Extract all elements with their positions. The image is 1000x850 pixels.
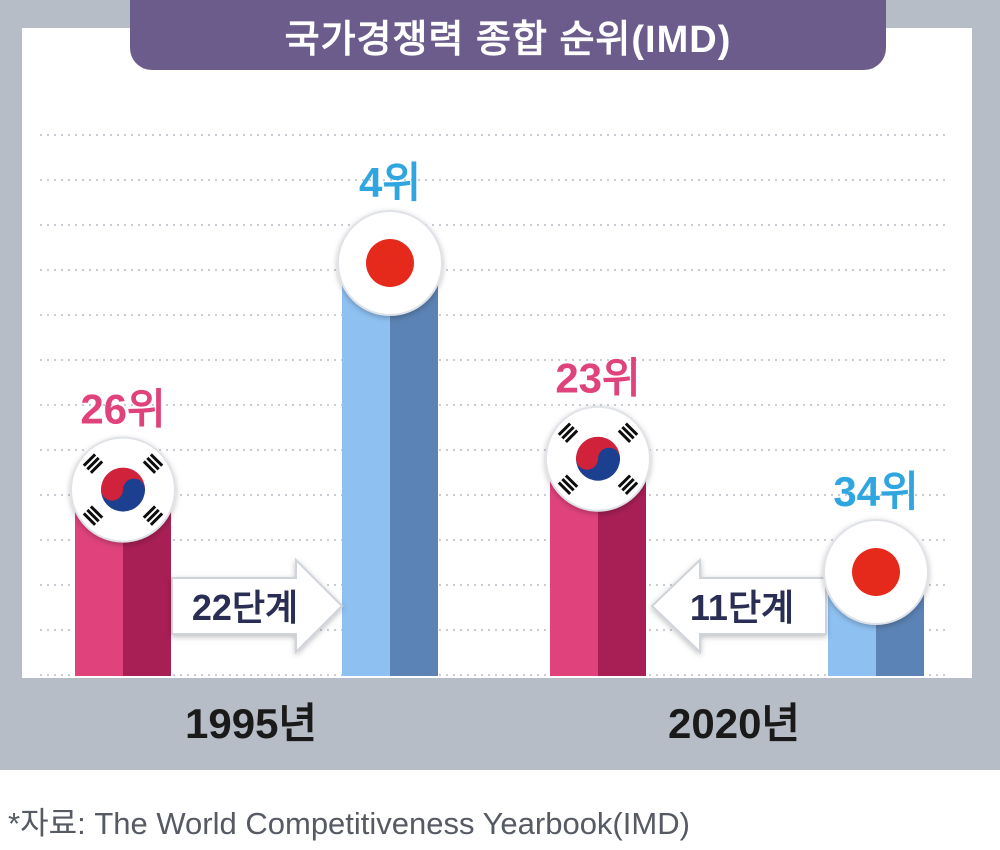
value-labels: 26위 23위 4위 34위 [80,159,918,515]
trigram-bar [82,453,97,467]
flags [70,210,929,625]
trigram-bar [564,429,579,443]
trigram-bar [146,508,160,523]
arrow-label: 22단계 [192,587,298,628]
trigram [82,505,104,526]
bar [342,268,438,676]
chart-title: 국가경쟁력 종합 순위(IMD) [130,0,886,70]
taegeuk-red-swirl [576,447,598,470]
trigram-bar [624,481,639,495]
trigram-bar [557,422,572,436]
trigram-bar [142,505,157,519]
trigram [617,474,639,495]
trigram [557,422,579,443]
change-arrows: 22단계 11단계 [171,557,827,655]
hinomaru [366,239,414,287]
taegeuk-red-swirl [101,478,123,501]
trigram-bar [146,456,160,471]
gridlines [40,134,950,676]
bar-face-light [342,268,390,676]
trigram-bar [142,460,157,474]
value-label: 4위 [359,159,421,206]
japan-flag-icon [823,519,929,625]
trigram [557,474,579,495]
trigram-bar [149,453,164,467]
trigram-bar [617,429,632,443]
korea-flag-icon [545,405,651,512]
trigram-bar [617,474,632,488]
japan-flag-icon [337,210,443,316]
value-label: 34위 [833,468,918,515]
trigram [82,453,104,474]
trigram-bar [564,474,579,488]
trigram [617,422,639,443]
arrow-shape [650,557,827,655]
x-tick-label-1995: 1995년 [185,700,318,747]
korea-flag-icon [70,436,176,543]
trigram-bar [561,477,575,492]
change-arrow: 22단계 [171,557,344,655]
trigram-bar [624,422,639,436]
bar-face-dark [390,268,438,676]
taegeuk-blue-swirl [598,447,620,470]
trigram-bar [86,456,100,471]
value-label: 23위 [555,355,640,402]
hinomaru [852,548,900,596]
taegeuk-blue-swirl [123,478,145,501]
trigram-bar [557,481,572,495]
trigram [142,453,164,474]
trigram-bar [89,505,104,519]
arrow-label: 11단계 [690,587,794,628]
chart-panel [22,28,972,678]
trigram-bar [561,425,575,440]
source-note: *자료: The World Competitiveness Yearbook(… [8,806,690,841]
trigram-bar [82,512,97,526]
trigram-bar [621,425,635,440]
change-arrow: 11단계 [650,557,827,655]
x-tick-label-2020: 2020년 [668,700,801,747]
value-label: 26위 [80,386,165,433]
trigram-bar [149,512,164,526]
trigram-bar [86,508,100,523]
trigram-bar [89,460,104,474]
trigram-bar [621,477,635,492]
trigram [142,505,164,526]
arrow-shape [171,557,344,655]
